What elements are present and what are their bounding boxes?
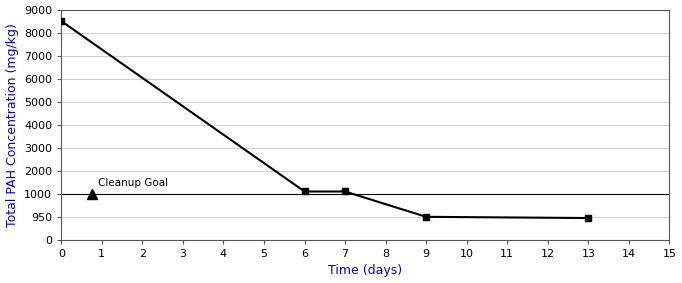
Text: Cleanup Goal: Cleanup Goal bbox=[98, 178, 168, 188]
X-axis label: Time (days): Time (days) bbox=[328, 264, 402, 277]
Y-axis label: Total PAH Concentration (mg/kg): Total PAH Concentration (mg/kg) bbox=[5, 23, 18, 227]
